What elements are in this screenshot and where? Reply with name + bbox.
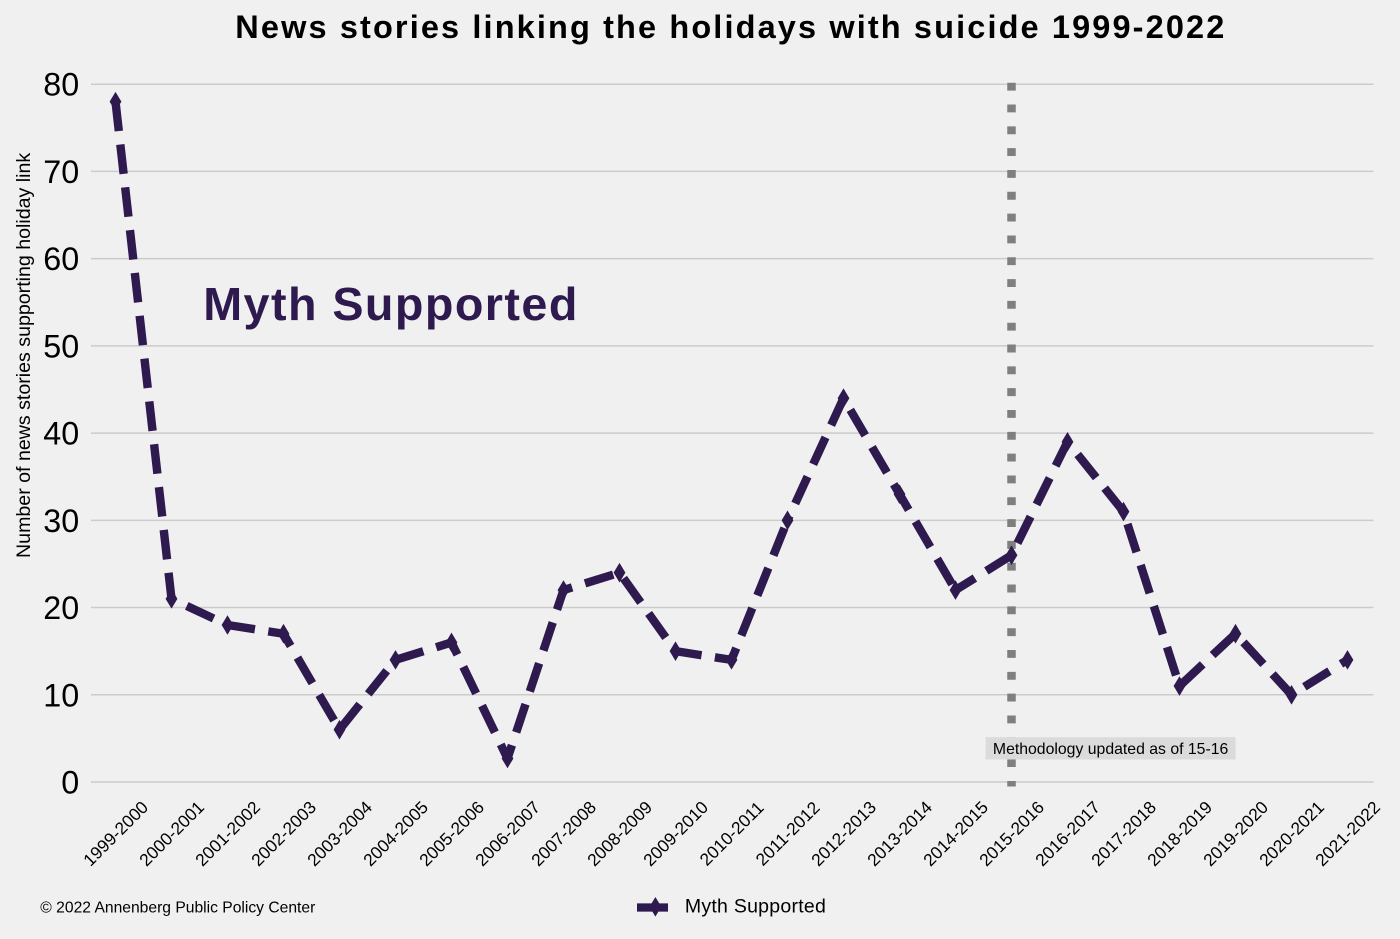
- svg-text:70: 70: [43, 154, 79, 190]
- svg-text:Methodology updated as of 15-1: Methodology updated as of 15-16: [993, 741, 1229, 758]
- svg-text:50: 50: [43, 328, 79, 364]
- svg-text:Myth Supported: Myth Supported: [203, 278, 579, 330]
- svg-text:Myth Supported: Myth Supported: [685, 895, 826, 917]
- svg-text:80: 80: [43, 67, 79, 103]
- svg-text:60: 60: [43, 241, 79, 277]
- svg-text:Number of news stories support: Number of news stories supporting holida…: [13, 153, 35, 558]
- svg-text:20: 20: [43, 590, 79, 626]
- svg-text:© 2022 Annenberg Public Policy: © 2022 Annenberg Public Policy Center: [40, 900, 315, 917]
- svg-text:News stories linking the holid: News stories linking the holidays with s…: [235, 9, 1226, 45]
- svg-text:30: 30: [43, 503, 79, 539]
- svg-text:40: 40: [43, 416, 79, 452]
- svg-text:10: 10: [43, 677, 79, 713]
- svg-text:0: 0: [61, 765, 79, 801]
